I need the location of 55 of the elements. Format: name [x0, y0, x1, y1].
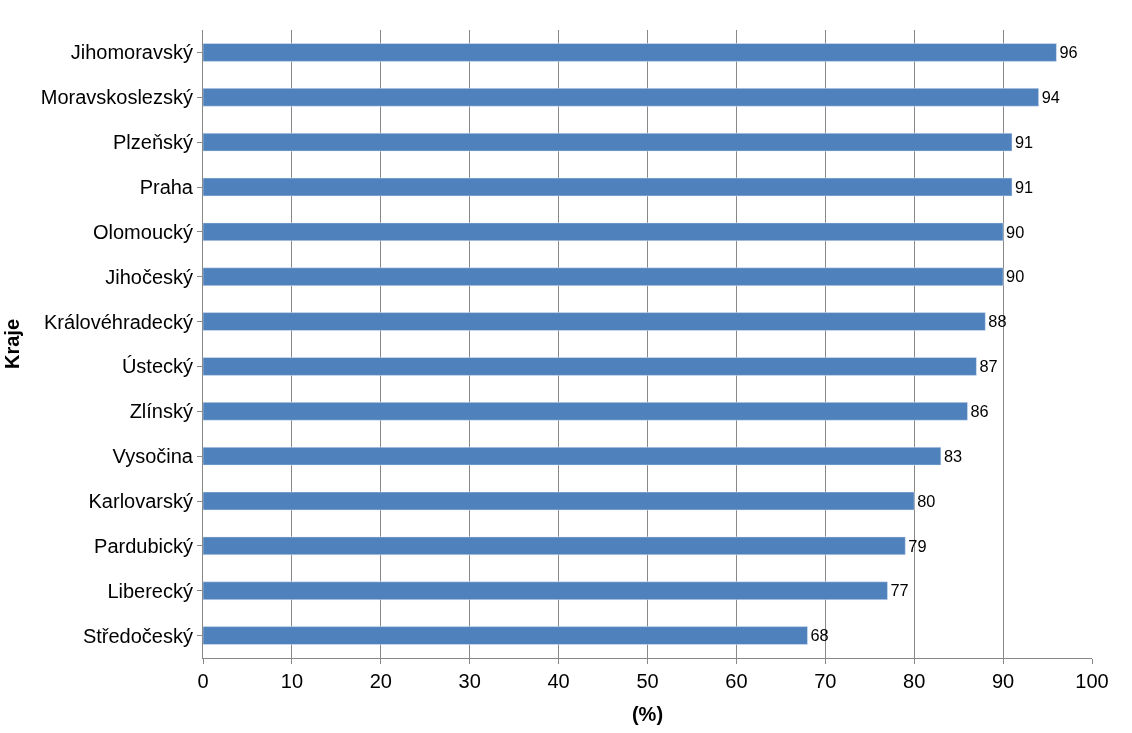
- bar: [203, 43, 1057, 62]
- bar: [203, 536, 906, 556]
- y-tick-label: Plzeňský: [112, 131, 193, 154]
- x-tick-label: 30: [458, 670, 481, 692]
- bar: [203, 446, 942, 466]
- y-tick-label: Pardubický: [94, 534, 193, 557]
- x-tick-label: 0: [197, 670, 209, 692]
- bar: [203, 626, 808, 645]
- bar: [203, 267, 1004, 286]
- data-label: 94: [1041, 88, 1060, 106]
- y-tick-label: Olomoucký: [92, 220, 193, 243]
- bar: [203, 357, 977, 376]
- data-label: 68: [810, 626, 829, 645]
- data-label: 91: [1014, 132, 1034, 151]
- data-label: 90: [1006, 267, 1025, 286]
- x-tick-label: 90: [991, 670, 1015, 692]
- y-tick-label: Jihomoravský: [70, 41, 193, 64]
- y-tick-label: Praha: [139, 176, 194, 198]
- bar: [203, 312, 986, 331]
- bar: [203, 132, 1013, 152]
- bar: [203, 491, 915, 511]
- bar: [203, 88, 1039, 107]
- x-tick-label: 70: [814, 670, 837, 692]
- y-tick-label: Středočeský: [82, 624, 193, 647]
- y-tick-label: Moravskoslezský: [40, 86, 193, 109]
- y-tick-label: Královéhradecký: [44, 310, 193, 333]
- y-tick-label: Zlínský: [129, 400, 193, 423]
- data-label: 91: [1014, 177, 1034, 196]
- y-tick-label: Vysočina: [112, 445, 194, 468]
- data-label: 87: [979, 357, 998, 376]
- bar: [203, 222, 1004, 242]
- bar: [203, 177, 1013, 197]
- x-tick-label: 20: [369, 670, 392, 692]
- data-label: 96: [1059, 43, 1078, 62]
- y-tick-label: Liberecký: [107, 579, 193, 602]
- x-tick-label: 40: [547, 670, 570, 692]
- data-label: 83: [943, 446, 963, 465]
- data-label: 80: [917, 491, 936, 510]
- y-axis-title: Kraje: [1, 318, 24, 370]
- x-tick-label: 50: [636, 670, 659, 692]
- x-axis-title: (%): [631, 702, 664, 725]
- x-tick-label: 100: [1075, 670, 1109, 692]
- bar: [203, 402, 968, 421]
- y-tick-label: Jihočeský: [105, 265, 193, 288]
- bar: [203, 581, 888, 600]
- y-tick-label: Karlovarský: [88, 490, 193, 512]
- data-label: 79: [908, 536, 927, 555]
- x-tick-label: 10: [280, 670, 304, 692]
- data-label: 90: [1006, 222, 1025, 241]
- data-label: 86: [970, 402, 989, 420]
- data-label: 88: [988, 312, 1007, 331]
- y-tick-label: Ústecký: [121, 355, 193, 378]
- x-tick-label: 80: [903, 670, 926, 692]
- data-label: 77: [890, 581, 909, 600]
- x-tick-label: 60: [725, 670, 748, 692]
